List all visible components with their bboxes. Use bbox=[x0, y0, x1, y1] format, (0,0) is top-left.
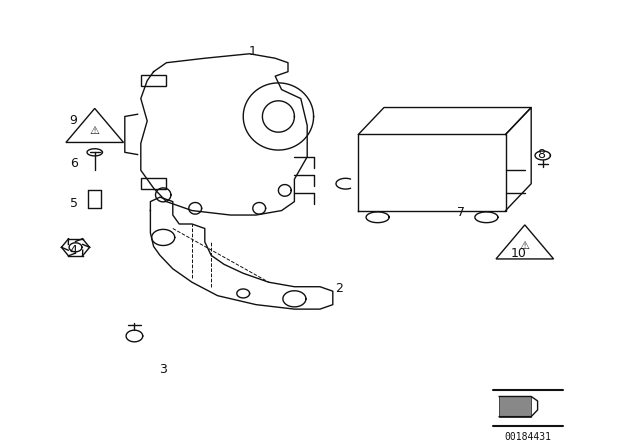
Bar bbox=[141, 75, 166, 86]
Text: 10: 10 bbox=[511, 246, 526, 260]
Text: ⚠: ⚠ bbox=[520, 241, 530, 251]
Text: ⚠: ⚠ bbox=[90, 126, 100, 136]
Text: 9: 9 bbox=[70, 114, 77, 128]
Text: 2: 2 bbox=[335, 282, 343, 296]
Text: 3: 3 bbox=[159, 363, 167, 376]
Bar bbox=[499, 396, 531, 417]
Text: 00184431: 00184431 bbox=[504, 432, 552, 442]
Text: 8: 8 bbox=[537, 148, 545, 161]
Text: 6: 6 bbox=[70, 157, 77, 170]
Bar bbox=[141, 178, 166, 189]
Text: 4: 4 bbox=[70, 244, 77, 258]
Text: 7: 7 bbox=[457, 206, 465, 220]
Text: 1: 1 bbox=[249, 45, 257, 58]
Text: 5: 5 bbox=[70, 197, 77, 211]
